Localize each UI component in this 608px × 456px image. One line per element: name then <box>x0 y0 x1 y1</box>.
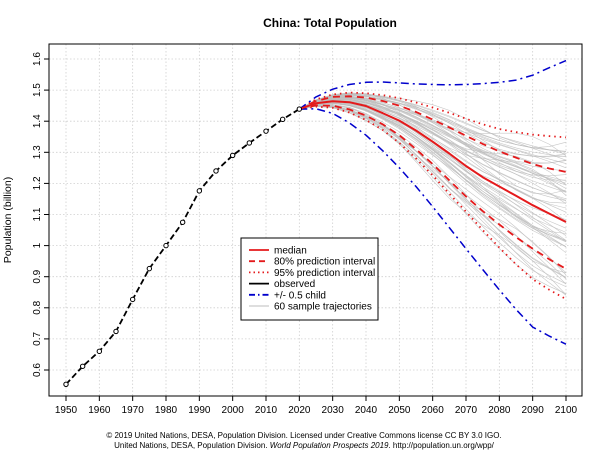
credit-source: United Nations, DESA, Population Divisio… <box>114 441 270 450</box>
observed-point <box>79 363 86 369</box>
observed-point <box>263 128 269 134</box>
legend-label: 80% prediction interval <box>274 257 375 268</box>
minus-half-child-line <box>299 108 567 345</box>
x-tick-label: 1990 <box>188 405 211 416</box>
sample-trajectory <box>299 104 567 276</box>
grid <box>49 44 582 396</box>
observed-point <box>129 296 136 303</box>
observed-point <box>179 219 186 225</box>
x-tick-label: 2020 <box>288 405 311 416</box>
sample-trajectory <box>299 105 567 296</box>
sample-trajectory <box>299 104 567 254</box>
x-tick-label: 1950 <box>55 405 78 416</box>
legend-label: median <box>274 246 307 257</box>
x-tick-label: 2000 <box>222 405 245 416</box>
y-tick-label: 1.5 <box>32 83 43 97</box>
observed-point <box>229 152 236 159</box>
legend-label: observed <box>274 279 315 290</box>
sample-trajectory <box>299 93 567 161</box>
pi95-upper-line <box>298 91 567 139</box>
observed-point <box>96 348 103 355</box>
x-tick-label: 2090 <box>522 405 545 416</box>
sample-trajectory <box>299 99 567 193</box>
pi80-lower-line <box>299 104 567 270</box>
y-tick-label: 1.4 <box>32 114 43 128</box>
axes: 1950 1960 1970 1980 1990 2000 2010 2020 2030 2040… <box>32 52 578 416</box>
observed-point <box>63 381 69 388</box>
sample-trajectory <box>299 98 567 193</box>
sample-trajectory <box>299 94 567 177</box>
x-tick-label: 2080 <box>488 405 511 416</box>
credit-url: . http://population.un.org/wpp/ <box>388 441 494 450</box>
y-tick-label: 1.6 <box>32 52 43 66</box>
y-tick-label: 0.8 <box>32 300 43 314</box>
sample-trajectory <box>299 97 567 184</box>
median-line <box>298 100 567 223</box>
pi95-lower-line <box>299 105 567 300</box>
sample-trajectory <box>299 103 567 248</box>
y-tick-label: 1.3 <box>32 145 43 159</box>
sample-trajectory <box>299 102 567 241</box>
x-tick-label: 2030 <box>322 405 345 416</box>
y-tick-label: 0.7 <box>32 332 43 346</box>
observed-point <box>146 265 153 272</box>
credit-line-2: United Nations, DESA, Population Divisio… <box>0 441 608 451</box>
sample-trajectory <box>299 98 566 181</box>
observed-point <box>296 106 303 112</box>
observed-point <box>113 328 119 335</box>
plot-frame <box>48 43 583 397</box>
sample-trajectory <box>299 102 567 243</box>
x-tick-label: 2060 <box>422 405 445 416</box>
sample-trajectories <box>299 92 567 296</box>
sample-trajectory <box>299 92 567 156</box>
chart-title: China: Total Population <box>263 16 397 30</box>
x-tick-label: 2100 <box>555 405 578 416</box>
observed-point <box>163 242 169 249</box>
legend-label: 95% prediction interval <box>274 268 375 279</box>
y-tick-label: 1 <box>32 242 43 248</box>
x-tick-label: 1980 <box>155 405 178 416</box>
credit-line-1: © 2019 United Nations, DESA, Population … <box>106 431 502 440</box>
x-tick-label: 2070 <box>455 405 478 416</box>
x-tick-label: 1960 <box>88 405 111 416</box>
sample-trajectory <box>299 93 567 165</box>
observed-series <box>63 106 303 388</box>
x-tick-label: 1970 <box>122 405 145 416</box>
y-tick-label: 1.2 <box>32 176 43 190</box>
y-tick-label: 0.6 <box>32 363 43 377</box>
observed-point <box>279 116 286 123</box>
y-axis-label: Population (billion) <box>2 177 14 263</box>
plus-half-child-line <box>298 59 567 110</box>
legend-label: 60 sample trajectories <box>274 302 372 313</box>
x-tick-label: 2010 <box>255 405 278 416</box>
y-tick-label: 0.9 <box>32 269 43 283</box>
sample-trajectory <box>299 99 567 201</box>
observed-point <box>196 188 203 194</box>
x-tick-label: 2040 <box>355 405 378 416</box>
sample-trajectory <box>299 96 567 164</box>
credit-publication: World Population Prospects 2019 <box>269 441 389 450</box>
x-tick-label: 2050 <box>388 405 411 416</box>
sample-trajectory <box>299 102 567 247</box>
series-lines <box>298 59 567 345</box>
sample-trajectory <box>299 98 567 189</box>
observed-point <box>213 168 219 174</box>
legend-label: +/- 0.5 child <box>274 290 326 301</box>
observed-point <box>246 140 253 146</box>
sample-trajectory <box>299 105 567 273</box>
y-tick-label: 1.1 <box>32 207 43 221</box>
sample-trajectory <box>299 96 567 196</box>
